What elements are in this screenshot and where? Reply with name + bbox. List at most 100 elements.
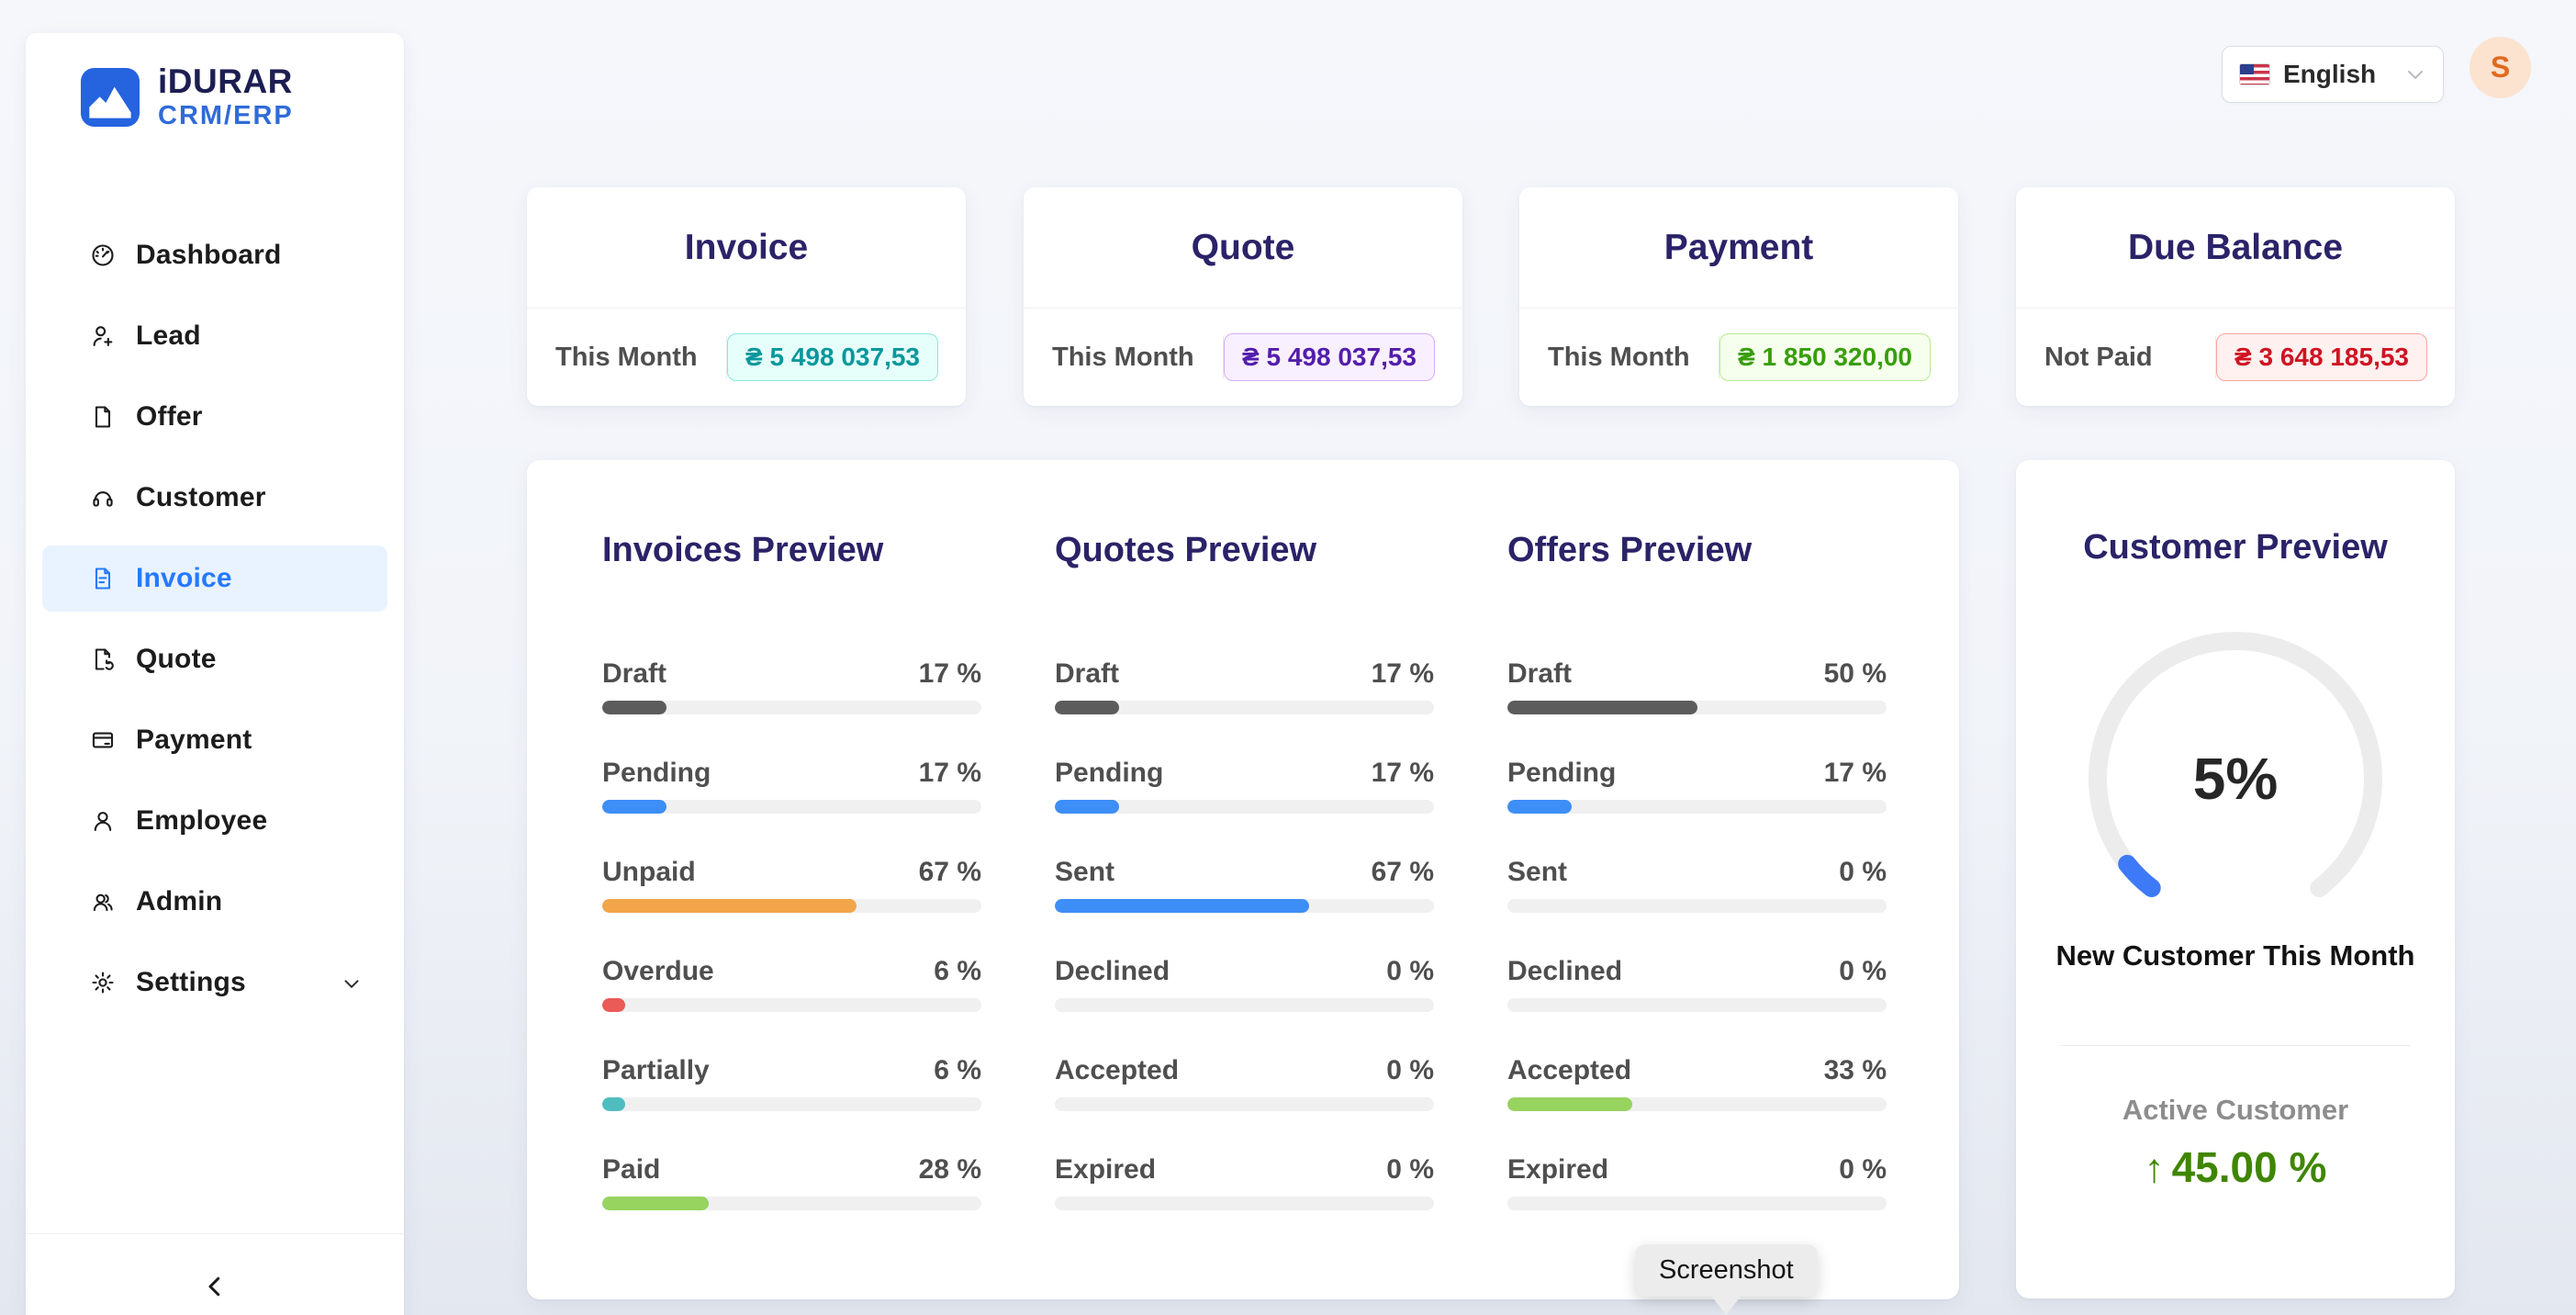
sidebar-item-invoice[interactable]: Invoice (42, 545, 387, 612)
vertical-divider (1223, 336, 1224, 378)
progress-track (602, 1097, 981, 1111)
progress-fill (602, 1097, 625, 1111)
summary-card-payment: Payment This Month ₴ 1 850 320,00 (1519, 187, 1958, 406)
progress-track (602, 701, 981, 714)
progress-track (1507, 701, 1887, 714)
file-sync-icon (90, 646, 116, 672)
sidebar-item-lead[interactable]: Lead (42, 303, 387, 369)
status-label: Partially (602, 1055, 710, 1085)
brand-logo[interactable]: iDURAR CRM/ERP (81, 63, 294, 129)
progress-row: Sent 0 % (1507, 857, 1887, 913)
sidebar-item-customer[interactable]: Customer (42, 465, 387, 531)
customer-gauge: 5% (2079, 623, 2391, 935)
progress-fill (1507, 1097, 1633, 1111)
sidebar-menu: Dashboard Lead Offer Customer Invoice Quote Pa… (26, 222, 404, 1030)
divider (1024, 308, 1462, 309)
active-customer-percent: 45.00 % (2171, 1143, 2327, 1191)
progress-row: Unpaid 67 % (602, 857, 981, 913)
progress-rows: Draft 17 % Pending 17 % Unpaid 67 % Overdue 6 %… (602, 658, 981, 1253)
progress-track (602, 800, 981, 814)
amount-badge: ₴ 3 648 185,53 (2216, 333, 2427, 381)
sidebar-item-admin[interactable]: Admin (42, 869, 387, 935)
user-avatar[interactable]: S (2470, 37, 2531, 98)
summary-card-quote: Quote This Month ₴ 5 498 037,53 (1024, 187, 1462, 406)
preview-title: Invoices Preview (602, 531, 884, 569)
status-percent: 28 % (918, 1154, 981, 1185)
status-percent: 50 % (1823, 658, 1887, 689)
sidebar-footer (26, 1233, 404, 1315)
sidebar-item-label: Dashboard (136, 240, 282, 270)
progress-fill (602, 899, 857, 913)
sidebar-item-payment[interactable]: Payment (42, 707, 387, 773)
summary-card-row: Not Paid ₴ 3 648 185,53 (2016, 309, 2455, 406)
credit-card-icon (90, 727, 116, 753)
divider (2060, 1045, 2411, 1046)
status-label: Unpaid (602, 857, 696, 887)
sidebar-item-label: Offer (136, 401, 203, 432)
period-label: This Month (1052, 342, 1194, 372)
customer-preview-card: Customer Preview 5% New Customer This Mo… (2016, 460, 2455, 1298)
progress-track (1055, 800, 1434, 814)
progress-track (602, 1197, 981, 1210)
summary-card-title: Payment (1663, 228, 1814, 267)
period-label: This Month (555, 342, 698, 372)
progress-row: Overdue 6 % (602, 956, 981, 1012)
sidebar-item-settings[interactable]: Settings (42, 950, 387, 1016)
progress-row: Pending 17 % (1507, 758, 1887, 814)
tooltip-arrow (1710, 1295, 1742, 1315)
status-label: Accepted (1055, 1055, 1180, 1085)
gauge-percent-value: 5% (2192, 746, 2279, 812)
progress-row: Declined 0 % (1055, 956, 1434, 1012)
status-percent: 17 % (918, 758, 981, 788)
progress-track (602, 998, 981, 1012)
progress-track (1507, 998, 1887, 1012)
progress-fill (1055, 800, 1120, 814)
progress-track (1055, 998, 1434, 1012)
progress-row: Declined 0 % (1507, 956, 1887, 1012)
sidebar-item-employee[interactable]: Employee (42, 788, 387, 854)
summary-card-title: Quote (1191, 228, 1295, 267)
progress-track (1507, 1197, 1887, 1210)
status-label: Declined (1055, 956, 1170, 986)
status-percent: 0 % (1839, 1154, 1887, 1185)
progress-track (1055, 899, 1434, 913)
trend-up-icon: ↑ (2144, 1146, 2165, 1191)
sidebar-item-quote[interactable]: Quote (42, 626, 387, 692)
status-label: Pending (1507, 758, 1617, 788)
progress-track (602, 899, 981, 913)
summary-card-row: This Month ₴ 1 850 320,00 (1519, 309, 1958, 406)
period-label: Not Paid (2044, 342, 2153, 372)
progress-row: Accepted 0 % (1055, 1055, 1434, 1111)
summary-card-title: Invoice (684, 228, 809, 267)
status-label: Paid (602, 1154, 661, 1185)
active-customer-value: ↑ 45.00 % (2016, 1142, 2455, 1192)
language-label: English (2283, 60, 2377, 88)
language-selector[interactable]: English (2222, 46, 2444, 103)
progress-row: Expired 0 % (1507, 1154, 1887, 1210)
user-add-icon (90, 323, 116, 349)
progress-fill (602, 1197, 709, 1210)
sidebar: iDURAR CRM/ERP Dashboard Lead Offer Custome… (26, 33, 404, 1315)
status-label: Pending (1055, 758, 1164, 788)
status-percent: 0 % (1386, 1055, 1434, 1085)
progress-track (1055, 1097, 1434, 1111)
status-percent: 67 % (1371, 857, 1434, 887)
status-percent: 17 % (918, 658, 981, 689)
progress-fill (1507, 701, 1697, 714)
chevron-down-icon (340, 972, 364, 995)
period-label: This Month (1548, 342, 1690, 372)
sidebar-item-label: Payment (136, 725, 252, 755)
sidebar-item-offer[interactable]: Offer (42, 384, 387, 450)
sidebar-collapse-button[interactable] (195, 1266, 235, 1307)
summary-card-row: This Month ₴ 5 498 037,53 (527, 309, 966, 406)
sidebar-item-dashboard[interactable]: Dashboard (42, 222, 387, 288)
progress-row: Draft 50 % (1507, 658, 1887, 714)
team-icon (90, 889, 116, 915)
sidebar-item-label: Employee (136, 805, 268, 836)
file-icon (90, 404, 116, 430)
progress-track (1055, 1197, 1434, 1210)
status-label: Expired (1507, 1154, 1609, 1185)
progress-rows: Draft 50 % Pending 17 % Sent 0 % Declined 0 % Ac… (1507, 658, 1887, 1253)
status-percent: 0 % (1839, 857, 1887, 887)
